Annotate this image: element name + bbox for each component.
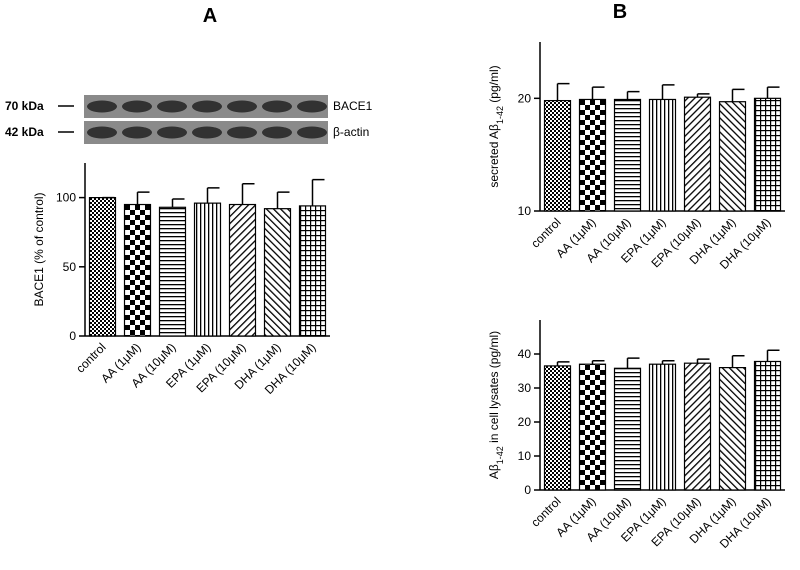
blot-band [192,100,222,113]
y-tick-label: 40 [518,347,532,361]
band-label: β-actin [333,125,369,139]
error-bar [311,178,325,206]
western-blot: 70 kDa 42 kDa BACE1 β-actin [5,95,373,144]
y-axis-label-part: (pg/ml) [487,65,501,106]
bar [718,367,747,491]
y-tick-label: 20 [518,91,532,105]
bar [543,99,572,212]
bar [648,363,677,491]
error-bar [766,349,780,362]
blot-band [87,126,117,139]
bar [613,98,642,212]
bar [718,101,747,212]
bar [578,363,607,491]
y-axis-label-part: in cell lysates (pg/ml) [487,331,501,446]
error-bar [626,357,640,369]
y-axis-label-part: 1-42 [495,446,505,464]
error-bar [241,183,255,205]
y-axis-label-part: Aβ [487,464,501,479]
bar [683,96,712,212]
bar [123,203,152,337]
error-bar [731,88,745,102]
error-bar [626,90,640,100]
bar [158,206,187,337]
y-tick-label: 10 [518,449,532,463]
bar [578,98,607,212]
bar [648,98,677,212]
blot-band [262,126,292,139]
error-bar [171,198,185,208]
bar [263,208,292,337]
blot-band [122,126,152,139]
blot-band [262,100,292,113]
bar [683,362,712,491]
blot-band [227,100,257,113]
bar [753,97,782,212]
error-bar [276,191,290,209]
bar [88,197,117,337]
y-tick-label: 30 [518,381,532,395]
blot-band [157,126,187,139]
marker-label: 42 kDa [5,125,44,139]
y-axis-label: Aβ1-42 in cell lysates (pg/ml) [487,331,505,479]
y-axis-label: secreted Aβ1-42 (pg/ml) [487,65,505,187]
blot-band [297,100,327,113]
error-bar [731,354,745,368]
error-bar [766,86,780,99]
error-bar [696,358,710,364]
bar [298,205,327,337]
error-bar [136,191,150,205]
y-tick-label: 10 [518,204,532,218]
error-bar [556,82,570,101]
y-axis-label-part: 1-42 [495,106,505,124]
y-tick-label: 100 [56,191,76,205]
y-tick-label: 20 [518,415,532,429]
y-tick-label: 0 [69,329,76,343]
blot-band [122,100,152,113]
error-bar [591,360,605,365]
error-bar [696,93,710,98]
bar [228,203,257,337]
bar [193,202,222,337]
y-tick-label: 0 [524,483,531,497]
blot-band [227,126,257,139]
bar [753,360,782,491]
error-bar [556,361,570,366]
marker-label: 70 kDa [5,99,44,113]
error-bar [206,187,220,204]
blot-band [297,126,327,139]
blot-band [157,100,187,113]
bar [543,365,572,491]
blot-band [87,100,117,113]
y-axis-label: BACE1 (% of control) [32,192,46,306]
blot-band [192,126,222,139]
panel-label: B [613,1,627,23]
error-bar [591,86,605,100]
panel-label: A [203,5,217,27]
error-bar [661,360,675,365]
y-tick-label: 50 [63,260,77,274]
error-bar [661,84,675,100]
band-label: BACE1 [333,99,373,113]
bar [613,367,642,491]
y-axis-label-part: secreted Aβ [487,124,501,188]
